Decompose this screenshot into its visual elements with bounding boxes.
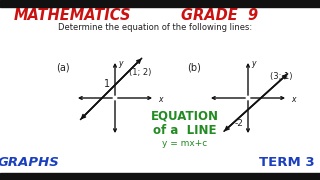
- Text: 1: 1: [104, 79, 110, 89]
- Text: (3; 1): (3; 1): [270, 72, 292, 81]
- Text: x: x: [158, 96, 163, 105]
- Text: of a  LINE: of a LINE: [153, 123, 217, 136]
- Text: MATHEMATICS: MATHEMATICS: [13, 8, 131, 24]
- Text: EQUATION: EQUATION: [151, 109, 219, 123]
- Bar: [0, 0, 320, 7]
- Text: GRAPHS: GRAPHS: [0, 156, 59, 168]
- Text: y = mx+c: y = mx+c: [162, 138, 208, 147]
- Bar: [0, 173, 320, 180]
- Text: -2: -2: [234, 120, 243, 129]
- Text: TERM 3: TERM 3: [259, 156, 315, 168]
- Text: GRADE  9: GRADE 9: [181, 8, 259, 24]
- Text: x: x: [291, 96, 295, 105]
- Text: y: y: [251, 59, 255, 68]
- Text: Determine the equation of the following lines:: Determine the equation of the following …: [58, 24, 252, 33]
- Text: (1; 2): (1; 2): [129, 69, 151, 78]
- Text: (a): (a): [56, 63, 70, 73]
- Text: (b): (b): [187, 63, 201, 73]
- Text: y: y: [118, 59, 123, 68]
